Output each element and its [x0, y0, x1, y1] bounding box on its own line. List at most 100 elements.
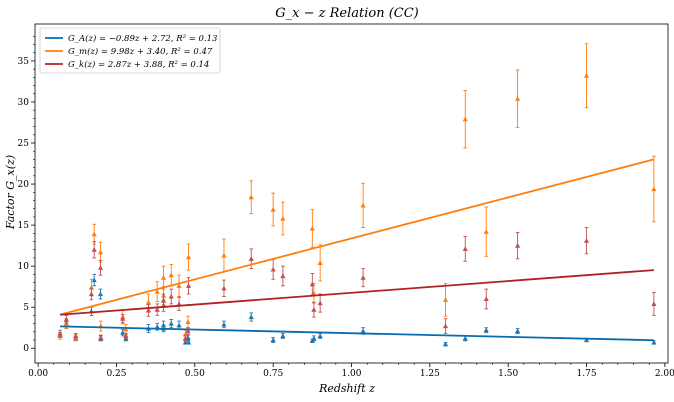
- data-point: [98, 334, 104, 340]
- x-tick-label: 1.25: [420, 369, 440, 379]
- data-point: [221, 321, 227, 327]
- data-point: [270, 266, 276, 272]
- x-tick-label: 0.25: [106, 369, 126, 379]
- data-point: [583, 238, 590, 243]
- data-point: [462, 335, 468, 341]
- x-tick-label: 2.00: [655, 369, 674, 379]
- data-point: [176, 322, 182, 328]
- data-point: [97, 291, 104, 297]
- data-point: [185, 328, 191, 334]
- plot-area: 0.00 0.25 0.50 0.75 1.00 1.25 1.50 1.75 2.00 0 5 10…: [18, 23, 674, 379]
- data-point: [462, 116, 468, 122]
- y-tick-label: 35: [18, 57, 30, 67]
- data-point: [182, 331, 189, 337]
- chart-title: G_x − z Relation (CC): [275, 6, 419, 21]
- data-point: [154, 288, 160, 294]
- data-point: [221, 252, 227, 258]
- data-point: [145, 299, 152, 305]
- data-point: [360, 328, 366, 334]
- y-tick-label: 20: [18, 180, 30, 190]
- data-point: [168, 321, 174, 326]
- data-point: [248, 194, 254, 200]
- data-point: [185, 283, 192, 288]
- x-tick-label: 0.00: [28, 369, 48, 379]
- data-point: [221, 285, 227, 291]
- y-tick-label: 10: [18, 262, 30, 272]
- data-point: [120, 316, 126, 321]
- data-point: [168, 293, 174, 299]
- data-point: [514, 96, 521, 101]
- data-point: [311, 307, 317, 312]
- data-point: [168, 272, 174, 278]
- data-point: [651, 186, 657, 192]
- data-point: [185, 254, 192, 260]
- data-point: [280, 215, 286, 221]
- data-point: [123, 333, 129, 338]
- data-point: [442, 297, 449, 302]
- data-point: [270, 337, 276, 343]
- data-point: [309, 225, 315, 231]
- data-point: [91, 231, 97, 237]
- data-point: [651, 339, 657, 345]
- data-point: [57, 330, 63, 336]
- y-tick-label: 25: [18, 139, 30, 149]
- x-axis-label: Redshift z: [318, 382, 375, 395]
- legend-label-G_A: G_A(z) = −0.89z + 2.72, R² = 0.13: [68, 33, 217, 44]
- legend-label-G_k: G_k(z) = 2.87z + 3.88, R² = 0.14: [68, 59, 209, 70]
- data-point: [280, 333, 286, 338]
- x-tick-label: 1.75: [577, 369, 597, 379]
- data-point: [360, 202, 366, 208]
- data-point: [120, 330, 126, 335]
- data-point: [270, 206, 276, 212]
- data-point: [360, 275, 366, 280]
- data-point: [280, 273, 286, 279]
- data-point: [97, 249, 104, 255]
- legend-label-G_m: G_m(z) = 9.98z + 3.40, R² = 0.47: [68, 46, 213, 57]
- data-point: [309, 281, 315, 287]
- y-tick-label: 15: [18, 221, 30, 231]
- data-point: [514, 328, 521, 334]
- data-point: [88, 291, 95, 297]
- x-tick-label: 1.00: [341, 369, 361, 379]
- fit-line-G_A: [60, 325, 654, 342]
- data-point: [73, 333, 79, 338]
- data-point: [311, 335, 317, 341]
- data-point: [442, 323, 449, 329]
- x-tick-label: 1.50: [498, 369, 518, 379]
- y-tick-label: 5: [23, 303, 29, 313]
- data-point: [462, 246, 468, 251]
- data-point: [483, 327, 489, 333]
- data-point: [248, 314, 254, 320]
- data-point: [154, 307, 160, 312]
- data-point: [442, 341, 449, 347]
- x-tick-label: 0.50: [185, 369, 205, 379]
- data-point: [176, 283, 182, 288]
- data-point: [483, 229, 489, 234]
- data-point: [483, 296, 489, 302]
- legend-box: [39, 27, 221, 74]
- y-tick-label: 30: [18, 98, 30, 108]
- series-G_k: [57, 227, 657, 342]
- fit-line-G_m: [59, 158, 655, 316]
- y-tick-label: 0: [23, 344, 29, 354]
- data-point: [514, 243, 521, 248]
- data-point: [317, 260, 323, 265]
- data-point: [145, 307, 152, 313]
- data-point: [317, 333, 323, 338]
- data-point: [317, 300, 323, 306]
- data-point: [583, 73, 590, 78]
- data-point: [185, 319, 191, 325]
- legend: G_A(z) = −0.89z + 2.72, R² = 0.13 G_m(z) …: [39, 27, 221, 74]
- data-point: [583, 337, 590, 343]
- fit-line-G_k: [60, 269, 654, 316]
- x-tick-label: 0.75: [263, 369, 283, 379]
- y-axis-label: Factor G_x(z): [4, 155, 17, 230]
- data-point: [123, 326, 129, 332]
- data-point: [185, 339, 192, 345]
- data-point: [91, 277, 97, 283]
- data-point: [63, 316, 69, 322]
- data-point: [160, 275, 167, 280]
- data-point: [91, 247, 97, 252]
- data-point: [248, 256, 254, 261]
